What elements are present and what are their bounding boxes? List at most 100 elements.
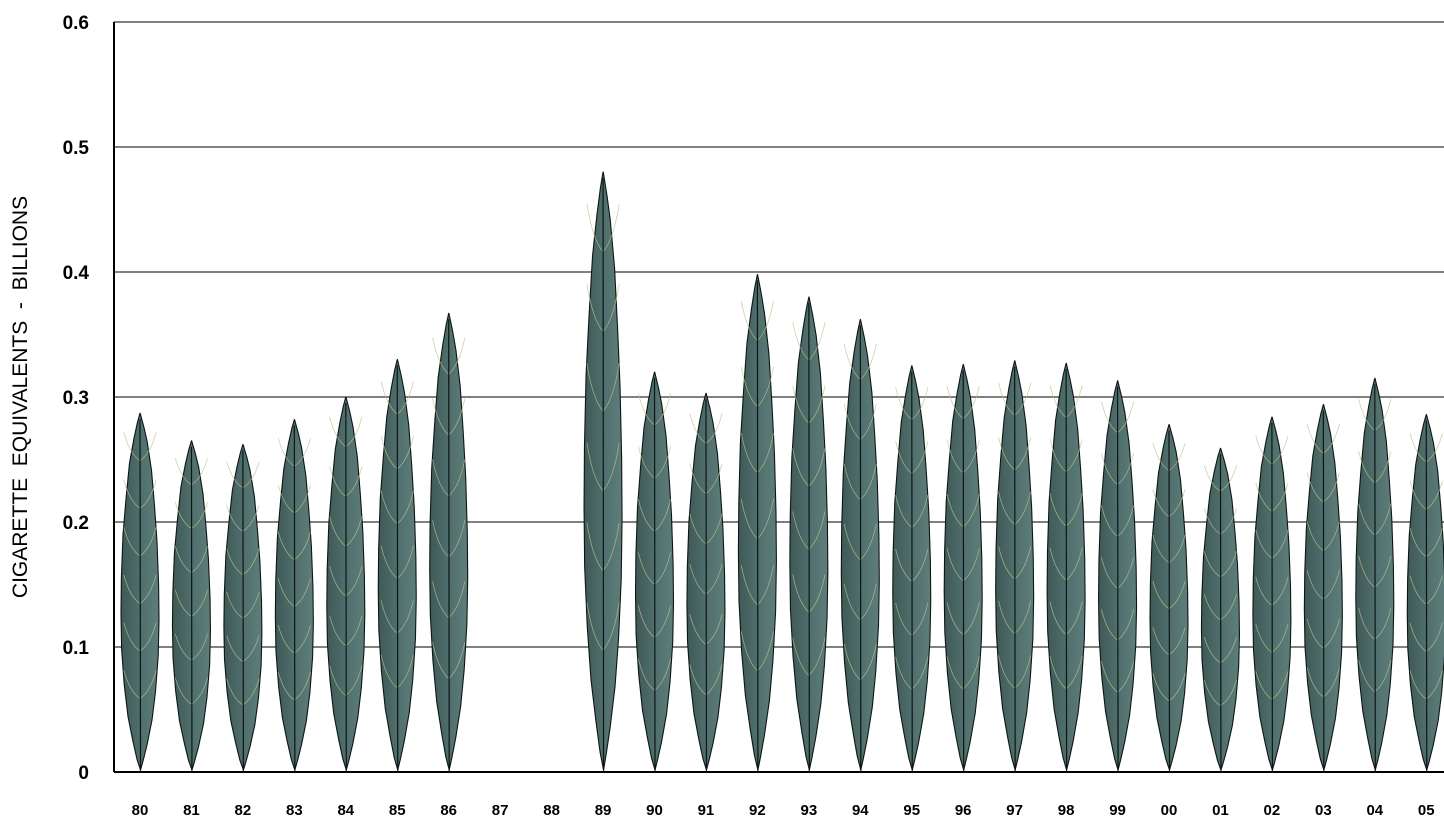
leaf-vein <box>1203 465 1221 492</box>
leaf-vein <box>123 622 141 652</box>
leaf-vein <box>432 337 449 375</box>
leaf-vein <box>792 448 810 487</box>
leaf-vein <box>808 511 826 550</box>
leaf-vein <box>1255 435 1273 465</box>
leaf-bar-95 <box>892 365 932 772</box>
leaf-vein <box>705 614 723 645</box>
leaf-vein <box>174 458 192 485</box>
leaf-vein <box>329 416 347 448</box>
leaf-vein <box>792 574 810 613</box>
leaf-vein <box>586 522 604 571</box>
leaf-vein <box>345 615 363 646</box>
leaf-vein <box>123 527 141 557</box>
leaf-vein <box>139 479 157 509</box>
leaf-vein <box>740 631 758 672</box>
leaf-vein <box>843 463 861 501</box>
leaf-vein <box>998 600 1015 634</box>
leaf-vein <box>946 656 964 690</box>
leaf-vein <box>1220 636 1237 664</box>
leaf-midrib <box>345 402 347 772</box>
leaf-vein <box>448 642 466 679</box>
leaf-vein <box>740 499 758 540</box>
leaf-vein <box>380 545 398 579</box>
leaf-vein <box>654 605 672 638</box>
leaf-midrib <box>139 419 142 772</box>
leaf-vein <box>757 499 774 540</box>
leaf-bar-91 <box>686 392 726 772</box>
leaf-vein <box>448 520 466 558</box>
leaf-vein <box>174 545 192 573</box>
leaf-midrib <box>190 446 193 772</box>
leaf-vein <box>329 615 347 646</box>
leaf-vein <box>962 386 980 419</box>
leaf-midrib <box>653 377 656 772</box>
leaf-vein <box>345 516 363 547</box>
leaf-vein <box>1255 671 1273 700</box>
leaf-vein <box>1409 670 1427 700</box>
leaf-vein <box>191 677 208 705</box>
leaf-vein <box>895 387 912 420</box>
leaf-vein <box>1101 505 1118 537</box>
leaf-vein <box>380 436 398 470</box>
leaf-vein <box>1101 660 1118 693</box>
leaf-midrib <box>396 365 399 772</box>
leaf-vein <box>1203 551 1221 578</box>
leaf-vein <box>174 589 192 617</box>
leaf-vein <box>380 490 398 525</box>
leaf-bar-90 <box>634 371 675 772</box>
leaf-vein <box>843 403 861 440</box>
leaf-vein <box>1152 581 1170 610</box>
leaf-vein <box>895 441 912 474</box>
leaf-vein <box>191 545 208 573</box>
leaf-vein <box>294 625 311 654</box>
x-tick-label: 01 <box>1212 802 1229 818</box>
leaf-midrib <box>293 425 296 772</box>
leaf-bar-94 <box>840 318 880 772</box>
leaf-vein <box>1065 656 1083 689</box>
leaf-vein <box>1426 575 1443 605</box>
leaf-vein <box>1374 660 1392 692</box>
leaf-midrib <box>911 371 913 772</box>
leaf-vein <box>1306 570 1324 600</box>
leaf-vein <box>757 565 774 606</box>
leaf-midrib <box>756 280 759 772</box>
leaf-bar-04 <box>1355 377 1395 772</box>
leaf-vein <box>277 671 295 701</box>
leaf-vein <box>1255 482 1273 512</box>
leaf-vein <box>1049 656 1067 689</box>
leaf-vein <box>1152 442 1170 471</box>
y-tick-label: 0.4 <box>63 263 90 284</box>
leaf-vein <box>1117 609 1135 641</box>
leaf-vein <box>946 494 964 528</box>
leaf-vein <box>1168 581 1186 610</box>
leaf-vein <box>123 670 141 699</box>
leaf-vein <box>277 531 295 561</box>
leaf-vein <box>1049 439 1067 473</box>
leaf-vein <box>1358 555 1376 588</box>
leaf-vein <box>998 546 1015 580</box>
leaf-bar-01 <box>1200 447 1240 772</box>
leaf-vein <box>1220 508 1237 535</box>
leaf-midrib <box>1065 369 1068 772</box>
leaf-vein <box>602 443 620 492</box>
leaf-vein <box>586 283 604 332</box>
leaf-vein <box>345 466 363 497</box>
leaf-vein <box>1117 505 1135 537</box>
leaf-vein <box>946 602 964 636</box>
leaf-vein <box>294 578 311 607</box>
leaf-vein <box>998 382 1015 416</box>
leaf-vein <box>1203 593 1221 621</box>
leaf-vein <box>1255 576 1273 606</box>
leaf-vein <box>705 413 723 444</box>
x-tick-labels: 80 81 82 83 84 85 86 87 88 89 90 91 92 93 94 95 96 97 98 99… <box>132 802 1435 819</box>
leaf-vein <box>1323 618 1340 649</box>
leaf-vein <box>843 643 861 681</box>
leaf-vein <box>1426 433 1443 463</box>
leaf-vein <box>757 300 774 341</box>
leaf-vein <box>792 511 810 550</box>
leaf-vein <box>1323 423 1340 454</box>
x-tick-label: 04 <box>1366 802 1383 818</box>
leaf-vein <box>895 495 912 528</box>
leaf-vein <box>277 578 295 607</box>
leaf-vein <box>895 602 912 636</box>
